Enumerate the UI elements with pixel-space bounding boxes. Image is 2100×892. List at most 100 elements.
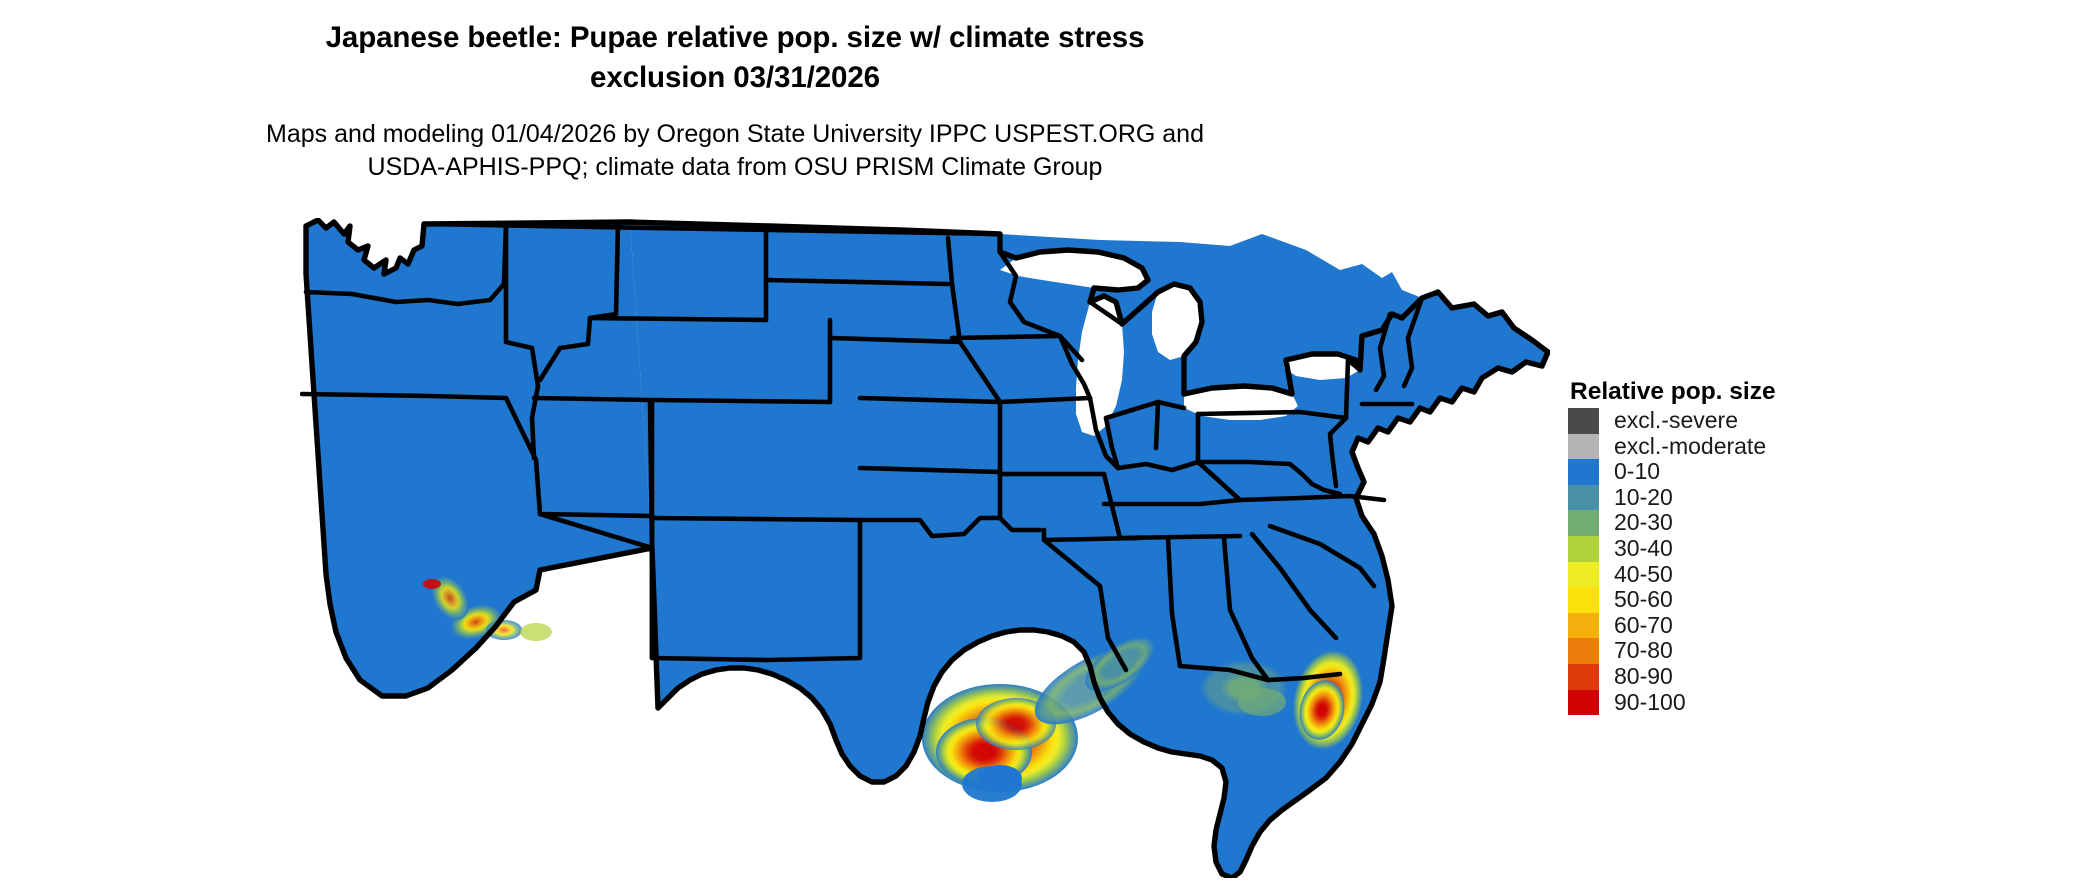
legend-label: 60-70	[1614, 611, 1673, 638]
border-va-wv	[1195, 459, 1243, 503]
border-va-md	[1299, 471, 1343, 497]
legend-color-swatch	[1568, 663, 1599, 690]
border-plains-east	[945, 235, 1003, 521]
border-id-east	[537, 221, 621, 383]
legend-row: 90-100	[1568, 688, 1898, 716]
border-ny-ne	[1343, 357, 1363, 421]
legend-row: 10-20	[1568, 483, 1898, 511]
conus-outline	[303, 218, 1550, 878]
border-nj-ny	[1327, 415, 1349, 457]
border-fl-panhandle	[1177, 663, 1271, 683]
border-oh-ky	[1115, 459, 1201, 473]
border-pa-ny	[1195, 409, 1349, 421]
legend-label: 0-10	[1614, 458, 1661, 485]
border-sc-nc	[1267, 523, 1377, 589]
legend-row: 60-70	[1568, 611, 1898, 639]
border-ks-ok	[857, 465, 1003, 475]
legend-color-swatch	[1568, 612, 1599, 639]
map-legend: Relative pop. size excl.-severe excl.-mod…	[1568, 378, 1898, 716]
legend-label: excl.-severe	[1614, 407, 1738, 433]
border-ok-tx	[857, 515, 1043, 539]
legend-row: 30-40	[1568, 534, 1898, 562]
border-oh-mi	[1103, 399, 1187, 421]
legend-color-swatch	[1568, 561, 1599, 588]
border-nh-me	[1401, 295, 1425, 389]
legend-row: 40-50	[1568, 560, 1898, 588]
border-ia-mo	[997, 395, 1093, 405]
border-in-oh	[1153, 399, 1161, 451]
legend-label: 90-100	[1614, 688, 1686, 715]
border-mn-ia	[949, 333, 1063, 341]
legend-row: 80-90	[1568, 662, 1898, 690]
legend-row: excl.-moderate	[1568, 432, 1898, 460]
border-ne-ks	[857, 395, 1003, 405]
south-texas-tip-cool-2	[978, 765, 1022, 791]
border-ar-ms	[1101, 471, 1123, 541]
map-svg	[300, 218, 1550, 878]
legend-color-swatch	[1568, 433, 1599, 460]
border-vt-nh	[1373, 311, 1393, 393]
legend-label: 40-50	[1614, 560, 1673, 587]
border-il-ky	[1087, 395, 1121, 471]
border-il-in	[1103, 415, 1121, 471]
border-ky-tn	[1101, 497, 1243, 507]
state-boundaries	[300, 218, 1550, 878]
border-or-ca	[300, 391, 509, 401]
border-nd-sd	[763, 277, 951, 287]
border-nm-tx	[763, 517, 863, 663]
border-nc-va	[1237, 493, 1387, 503]
map-base-layer	[306, 220, 1548, 878]
border-canada-49th	[421, 221, 1003, 237]
legend-label: 20-30	[1614, 509, 1673, 536]
legend-label: 30-40	[1614, 534, 1673, 561]
legend-row: 20-30	[1568, 510, 1898, 536]
border-tn-al	[1117, 533, 1243, 541]
lake-superior	[1000, 250, 1148, 290]
legend-color-swatch	[1568, 484, 1599, 511]
legend-color-swatch	[1568, 689, 1599, 716]
figure-title-line-1: Japanese beetle: Pupae relative pop. siz…	[325, 21, 1145, 54]
border-sd-ne	[827, 335, 963, 345]
border-id-west	[503, 221, 541, 461]
border-tx-la	[1041, 527, 1129, 673]
lake-michigan	[1076, 296, 1124, 436]
legend-row: 50-60	[1568, 587, 1898, 613]
hotspot-louisiana-delta	[1200, 660, 1288, 716]
lake-ontario	[1284, 354, 1360, 380]
border-ia-il	[1057, 333, 1093, 401]
border-al-ga	[1221, 535, 1271, 683]
legend-row: excl.-severe	[1568, 407, 1898, 434]
border-ga-sc	[1249, 531, 1339, 641]
legend-label: excl.-moderate	[1614, 432, 1767, 459]
figure-title: Japanese beetle: Pupae relative pop. siz…	[0, 18, 1470, 98]
legend-row: 0-10	[1568, 459, 1898, 485]
legend-items: excl.-severe excl.-moderate 0-10 10-20 20-30…	[1568, 407, 1898, 716]
legend-label: 80-90	[1614, 662, 1673, 689]
legend-color-swatch	[1568, 535, 1599, 562]
border-ga-fl	[1265, 671, 1343, 683]
legend-color-swatch	[1568, 408, 1599, 434]
legend-color-swatch	[1568, 510, 1599, 536]
border-wa-or	[303, 221, 509, 307]
border-az-nm	[649, 513, 769, 663]
legend-color-swatch	[1568, 638, 1599, 664]
legend-row: 70-80	[1568, 638, 1898, 664]
legend-color-swatch	[1568, 459, 1599, 485]
border-pa-md	[1195, 459, 1305, 477]
border-ca-nv	[503, 395, 655, 551]
legend-color-swatch	[1568, 587, 1599, 613]
legend-label: 10-20	[1614, 483, 1673, 510]
figure-subtitle-line-2: USDA-APHIS-PPQ; climate data from OSU PR…	[367, 153, 1103, 181]
legend-title: Relative pop. size	[1570, 378, 1776, 405]
hotspot-overlays	[423, 575, 1363, 802]
border-mn-wi	[997, 249, 1063, 339]
lake-huron	[1152, 284, 1202, 360]
figure-title-line-2: exclusion 03/31/2026	[590, 61, 880, 94]
conus-choropleth-map	[300, 218, 1550, 878]
border-ms-al	[1165, 535, 1183, 669]
figure-subtitle-line-1: Maps and modeling 01/04/2026 by Oregon S…	[266, 120, 1204, 148]
border-co-wy	[649, 397, 833, 405]
border-ut-az	[537, 511, 655, 519]
figure-subtitle: Maps and modeling 01/04/2026 by Oregon S…	[0, 118, 1470, 184]
